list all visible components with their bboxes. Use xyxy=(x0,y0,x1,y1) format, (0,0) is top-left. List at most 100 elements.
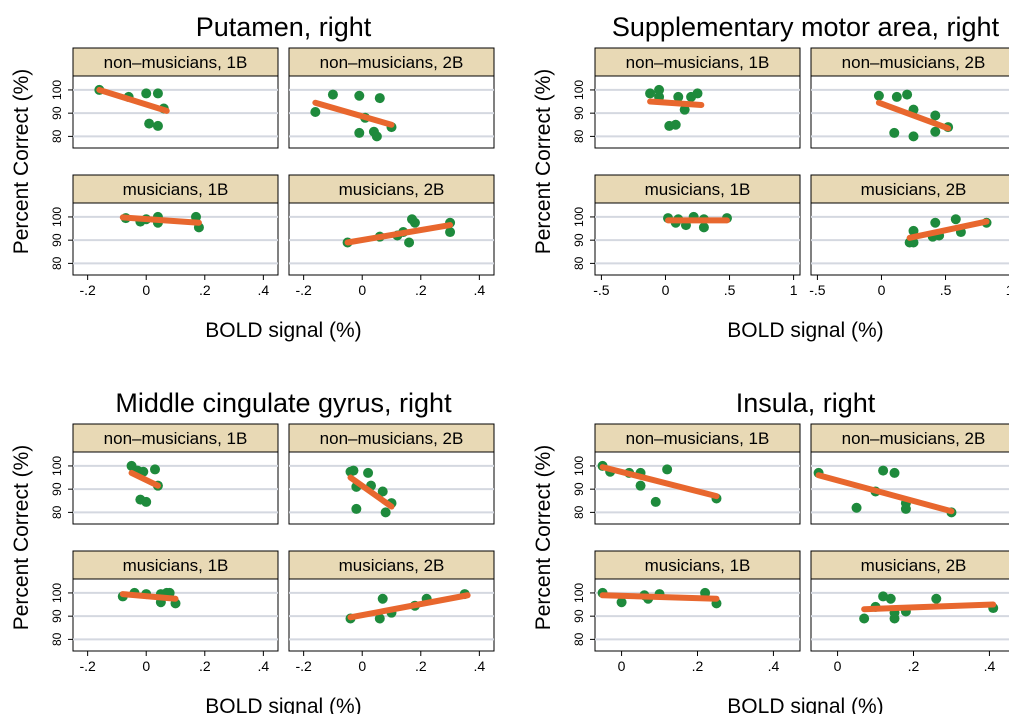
fit-line xyxy=(906,218,990,241)
y-tick-label: 80 xyxy=(50,632,64,646)
y-axis-label: Percent Correct (%) xyxy=(532,445,555,631)
facet-panel: musicians, 2B -.2 0 .2 .4 xyxy=(288,550,495,674)
chart-4: Insula, right Percent Correct (%) BOLD sig… xyxy=(532,388,1009,718)
data-point xyxy=(664,120,675,131)
x-tick-label: 0 xyxy=(834,658,842,674)
facet-strip-label: non–musicians, 1B xyxy=(626,429,770,448)
y-tick-label: 100 xyxy=(572,80,586,100)
fit-line xyxy=(119,591,179,602)
data-point xyxy=(327,89,338,100)
facet-strip xyxy=(288,423,495,453)
facet-strip-label: musicians, 2B xyxy=(339,180,445,199)
y-tick-label: 80 xyxy=(50,505,64,519)
x-tick-label: .2 xyxy=(908,658,920,674)
facet-strip-label: musicians, 2B xyxy=(861,556,967,575)
x-tick-label: 0 xyxy=(358,658,366,674)
data-point xyxy=(878,465,889,476)
data-point xyxy=(654,84,665,95)
x-tick-label: 1 xyxy=(1006,282,1009,298)
data-point xyxy=(380,507,391,518)
y-tick-label: 90 xyxy=(572,233,586,247)
facet-strip-label: non–musicians, 1B xyxy=(104,429,248,448)
data-point xyxy=(908,131,919,142)
x-tick-label: 0 xyxy=(618,658,626,674)
chart-title: Insula, right xyxy=(736,388,876,418)
facet-strip xyxy=(288,550,495,580)
x-tick-label: -.2 xyxy=(79,658,96,674)
fit-line xyxy=(861,601,997,613)
fit-line xyxy=(815,472,955,515)
chart-3: Middle cingulate gyrus, right Percent Cor… xyxy=(10,388,495,718)
facet-panel: non–musicians, 1B 80 90 100 xyxy=(572,423,801,525)
x-tick-label: -.5 xyxy=(593,282,610,298)
x-tick-label: .4 xyxy=(474,282,486,298)
y-axis-label: Percent Correct (%) xyxy=(10,69,33,255)
data-point xyxy=(889,127,900,138)
fit-line xyxy=(599,464,720,500)
x-tick-label: .5 xyxy=(940,282,952,298)
facet-strip xyxy=(72,550,279,580)
facet-panel: musicians, 1B 80 90 100 -.5 0 .5 1 xyxy=(572,174,801,298)
y-axis-label: Percent Correct (%) xyxy=(532,69,555,255)
data-point xyxy=(409,217,420,228)
facet-panel: non–musicians, 1B 80 90 100 xyxy=(50,423,279,525)
facet-strip-label: musicians, 2B xyxy=(861,180,967,199)
data-point xyxy=(930,110,941,121)
y-tick-label: 80 xyxy=(572,505,586,519)
data-point xyxy=(900,503,911,514)
data-point xyxy=(371,131,382,142)
x-tick-label: 0 xyxy=(878,282,886,298)
x-tick-label: -.5 xyxy=(809,282,826,298)
data-point xyxy=(692,88,703,99)
data-point xyxy=(851,502,862,513)
facet-strip-label: musicians, 1B xyxy=(123,180,229,199)
x-tick-label: 0 xyxy=(142,658,150,674)
chart-1: Putamen, right Percent Correct (%) BOLD si… xyxy=(10,12,495,342)
data-point xyxy=(141,88,152,99)
x-tick-label: .5 xyxy=(724,282,736,298)
data-point xyxy=(141,496,152,507)
facet-panel: non–musicians, 2B xyxy=(288,47,495,149)
x-tick-label: -.2 xyxy=(79,282,96,298)
data-point xyxy=(662,464,673,475)
facet-panel: musicians, 2B 0 .2 .4 xyxy=(810,550,1009,674)
facet-strip-label: musicians, 1B xyxy=(645,556,751,575)
facet-strip xyxy=(72,47,279,77)
data-point xyxy=(673,91,684,102)
data-point xyxy=(348,465,359,476)
data-point xyxy=(873,90,884,101)
facet-panel: musicians, 1B 80 90 100 0 .2 .4 xyxy=(572,550,801,674)
facet-strip xyxy=(288,174,495,204)
fit-line xyxy=(312,99,395,128)
facet-strip xyxy=(810,47,1009,77)
data-point xyxy=(363,467,374,478)
y-tick-label: 100 xyxy=(50,80,64,100)
facet-strip xyxy=(72,174,279,204)
data-point xyxy=(144,118,155,129)
x-tick-label: 1 xyxy=(790,282,798,298)
x-axis-label: BOLD signal (%) xyxy=(205,319,361,342)
data-point xyxy=(650,496,661,507)
x-tick-label: .4 xyxy=(984,658,996,674)
y-tick-label: 90 xyxy=(50,106,64,120)
facet-panel: non–musicians, 1B 80 90 100 xyxy=(572,47,801,149)
data-point xyxy=(152,120,163,131)
x-tick-label: .2 xyxy=(415,658,427,674)
data-point xyxy=(889,467,900,478)
data-point xyxy=(931,593,942,604)
fit-line xyxy=(347,474,395,510)
data-point xyxy=(374,613,385,624)
x-tick-label: .2 xyxy=(692,658,704,674)
data-point xyxy=(310,107,321,117)
data-point xyxy=(445,227,456,238)
y-tick-label: 80 xyxy=(50,129,64,143)
chart-title: Putamen, right xyxy=(196,12,372,42)
x-tick-label: .2 xyxy=(199,282,211,298)
y-tick-label: 90 xyxy=(572,482,586,496)
facet-panel: musicians, 1B 80 90 100 -.2 0 .2 .4 xyxy=(50,550,279,674)
data-point xyxy=(902,89,913,100)
y-tick-label: 100 xyxy=(572,207,586,227)
facet-panel: non–musicians, 2B xyxy=(288,423,495,525)
y-tick-label: 100 xyxy=(50,207,64,227)
